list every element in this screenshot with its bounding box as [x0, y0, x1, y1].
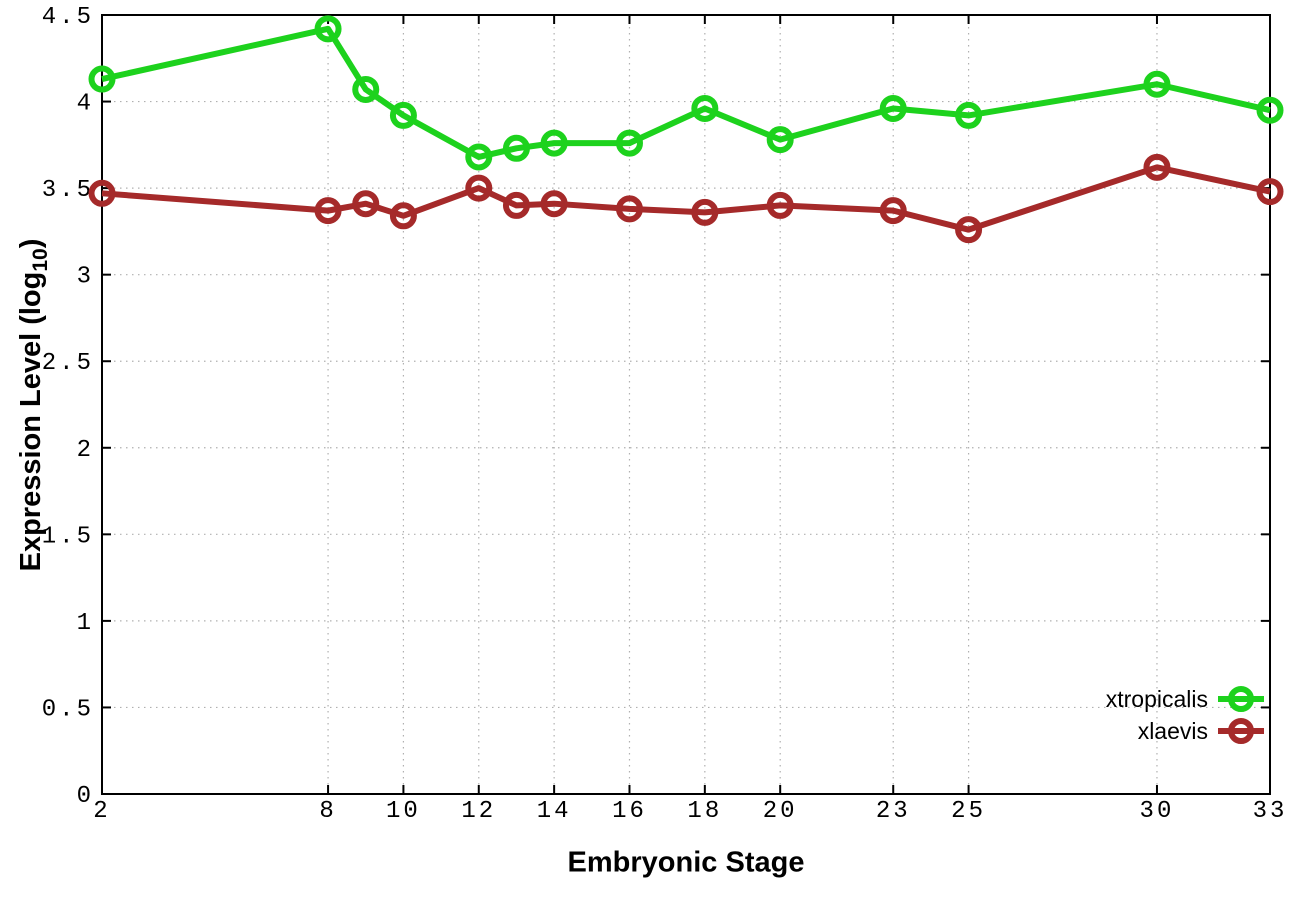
point-xlaevis-stage-18: [691, 198, 719, 226]
point-xlaevis-stage-16: [615, 195, 643, 223]
y-axis-title-text: Expression Level (log: [15, 271, 48, 572]
point-xtropicalis-stage-2: [88, 65, 116, 93]
y-tick-label-4: 4: [77, 91, 94, 118]
legend-item-xtropicalis: xtropicalis: [1106, 683, 1264, 715]
x-tick-label-25: 25: [951, 798, 986, 825]
x-tick-label-23: 23: [876, 798, 911, 825]
y-tick-label-2: 2: [77, 437, 94, 464]
point-xtropicalis-stage-10: [389, 101, 417, 129]
x-tick-label-8: 8: [319, 798, 336, 825]
x-tick-label-33: 33: [1253, 798, 1288, 825]
y-tick-label-0: 0: [77, 783, 94, 810]
point-xlaevis-stage-33: [1256, 178, 1284, 206]
point-xlaevis-stage-8: [314, 197, 342, 225]
point-xtropicalis-stage-23: [879, 94, 907, 122]
y-tick-label-3.5: 3.5: [42, 177, 94, 204]
point-xlaevis-stage-14: [540, 190, 568, 218]
plot-border: [101, 14, 1271, 795]
x-tick-label-12: 12: [461, 798, 496, 825]
point-xtropicalis-stage-25: [955, 101, 983, 129]
y-axis-title: Expression Level (log10): [15, 239, 53, 572]
legend: xtropicalis xlaevis: [1106, 683, 1264, 747]
point-xlaevis-stage-25: [955, 216, 983, 244]
point-xtropicalis-stage-20: [766, 126, 794, 154]
x-tick-label-14: 14: [537, 798, 572, 825]
point-xlaevis-stage-13: [502, 191, 530, 219]
y-tick-label-1.5: 1.5: [42, 523, 94, 550]
x-tick-label-10: 10: [386, 798, 421, 825]
x-axis-title: Embryonic Stage: [567, 846, 805, 879]
point-xlaevis-stage-2: [88, 179, 116, 207]
y-tick-label-4.5: 4.5: [42, 4, 94, 31]
legend-label-xtropicalis: xtropicalis: [1105, 685, 1208, 712]
y-tick-label-2.5: 2.5: [42, 350, 94, 377]
point-xlaevis-stage-9: [352, 190, 380, 218]
point-xtropicalis-stage-9: [352, 75, 380, 103]
legend-label-xlaevis: xlaevis: [1137, 717, 1208, 744]
x-tick-label-2: 2: [93, 798, 110, 825]
y-tick-label-0.5: 0.5: [42, 696, 94, 723]
point-xtropicalis-stage-12: [465, 143, 493, 171]
point-xlaevis-stage-12: [465, 174, 493, 202]
y-axis-title-close: ): [15, 238, 48, 249]
point-xlaevis-stage-20: [766, 191, 794, 219]
point-xtropicalis-stage-30: [1143, 70, 1171, 98]
legend-item-xlaevis: xlaevis: [1106, 715, 1264, 747]
series-xlaevis-line: [101, 164, 1271, 233]
point-xtropicalis-stage-8: [314, 15, 342, 43]
point-xtropicalis-stage-14: [540, 129, 568, 157]
point-xlaevis-stage-23: [879, 197, 907, 225]
series-xtropicalis-line: [101, 25, 1271, 160]
point-xlaevis-stage-30: [1143, 153, 1171, 181]
legend-open-circle-line-icon-xlaevis: [1218, 718, 1264, 744]
point-xtropicalis-stage-16: [615, 129, 643, 157]
legend-open-circle-line-icon-xtropicalis: [1218, 686, 1264, 712]
x-tick-label-20: 20: [763, 798, 798, 825]
y-tick-label-1: 1: [77, 610, 94, 637]
point-xtropicalis-stage-33: [1256, 96, 1284, 124]
x-tick-label-30: 30: [1140, 798, 1175, 825]
y-tick-label-3: 3: [77, 264, 94, 291]
point-xtropicalis-stage-13: [502, 134, 530, 162]
point-xlaevis-stage-10: [389, 202, 417, 230]
x-tick-label-16: 16: [612, 798, 647, 825]
point-xtropicalis-stage-18: [691, 94, 719, 122]
y-axis-title-subscript: 10: [28, 248, 52, 272]
x-tick-label-18: 18: [687, 798, 722, 825]
